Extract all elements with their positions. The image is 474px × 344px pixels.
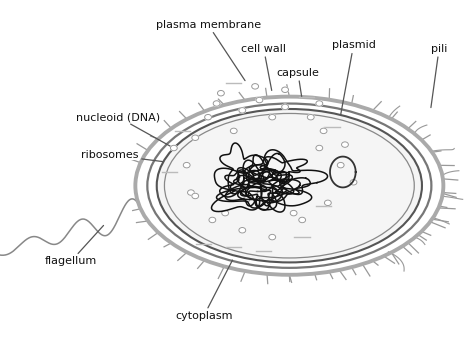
Circle shape	[209, 217, 216, 223]
Circle shape	[252, 84, 258, 89]
Text: pili: pili	[431, 44, 447, 108]
Circle shape	[320, 128, 327, 133]
Circle shape	[269, 115, 276, 120]
Text: plasma membrane: plasma membrane	[155, 20, 261, 80]
Text: capsule: capsule	[276, 68, 319, 97]
Circle shape	[307, 115, 314, 120]
Text: cell wall: cell wall	[241, 44, 286, 90]
Circle shape	[239, 108, 246, 113]
Circle shape	[192, 193, 199, 199]
Circle shape	[171, 145, 177, 151]
Circle shape	[350, 180, 357, 185]
Circle shape	[243, 197, 250, 202]
Circle shape	[256, 97, 263, 103]
Ellipse shape	[157, 109, 422, 262]
Circle shape	[205, 115, 211, 120]
Circle shape	[299, 217, 306, 223]
Circle shape	[222, 211, 228, 216]
Circle shape	[324, 200, 331, 206]
Text: plasmid: plasmid	[332, 40, 375, 135]
Circle shape	[282, 87, 289, 93]
Circle shape	[213, 101, 220, 106]
Text: flagellum: flagellum	[45, 225, 103, 266]
Text: nucleoid (DNA): nucleoid (DNA)	[76, 112, 214, 171]
Circle shape	[183, 162, 190, 168]
Circle shape	[188, 190, 194, 195]
Circle shape	[316, 101, 323, 106]
Circle shape	[192, 135, 199, 140]
Circle shape	[239, 227, 246, 233]
Circle shape	[316, 145, 323, 151]
Circle shape	[269, 234, 276, 240]
Circle shape	[342, 142, 348, 147]
Text: cytoplasm: cytoplasm	[175, 260, 233, 321]
Circle shape	[218, 90, 224, 96]
Circle shape	[337, 162, 344, 168]
Circle shape	[290, 211, 297, 216]
Text: ribosomes: ribosomes	[81, 150, 188, 165]
Circle shape	[282, 104, 289, 110]
Circle shape	[230, 128, 237, 133]
